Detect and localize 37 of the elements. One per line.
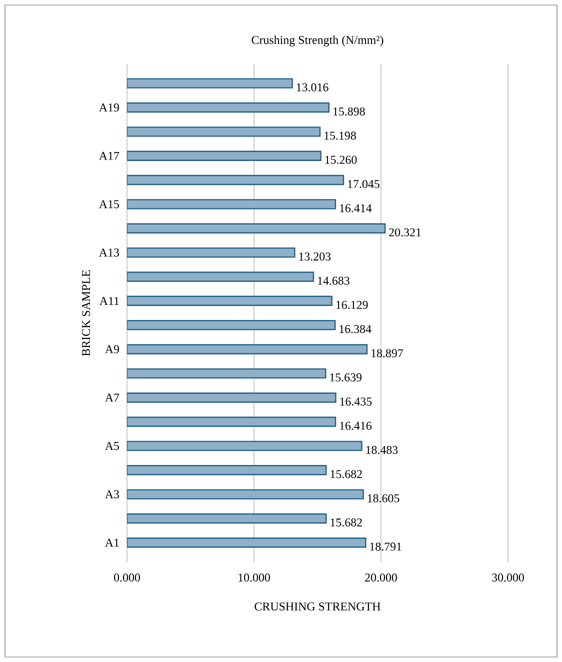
data-label: 14.683 [318, 276, 350, 285]
data-label: 16.416 [340, 422, 372, 430]
data-label: 13.016 [296, 83, 328, 92]
data-label: 16.414 [340, 204, 372, 212]
data-label: 13.203 [299, 252, 331, 261]
y-tick-label: A17 [99, 152, 120, 160]
data-label: 15.198 [324, 132, 356, 140]
y-tick-label: A15 [99, 200, 120, 208]
data-label: 15.682 [330, 470, 362, 478]
data-label: 15.260 [325, 156, 357, 164]
y-tick-label: A11 [99, 296, 119, 305]
x-axis-title: CRUSHING STRENGTH [254, 602, 380, 611]
x-tick-label: 10.000 [238, 574, 270, 582]
data-label: 15.898 [333, 107, 365, 116]
data-label: 18.791 [370, 542, 402, 551]
x-tick-label: 30.000 [492, 574, 524, 582]
y-tick-label: A5 [104, 442, 120, 450]
data-label: 15.639 [330, 373, 362, 382]
y-axis-title: BRICK SAMPLE [82, 270, 90, 356]
y-tick-label: A19 [99, 103, 119, 112]
data-label: 16.384 [340, 325, 372, 334]
x-tick-label: 0.000 [114, 574, 140, 582]
y-tick-label: A13 [99, 248, 120, 257]
y-tick-label: A9 [104, 345, 119, 354]
data-label: 17.045 [348, 180, 380, 188]
y-tick-label: A7 [104, 394, 120, 402]
data-label: 18.605 [368, 494, 400, 502]
data-label: 16.435 [340, 398, 372, 406]
data-label: 20.321 [389, 228, 421, 236]
data-label: 18.897 [372, 349, 404, 358]
y-tick-label: A3 [104, 490, 120, 498]
data-label: 18.483 [366, 446, 398, 454]
data-label: 15.682 [330, 518, 362, 527]
chart-title: Crushing Strength (N/mm²) [252, 36, 384, 46]
data-label: 16.129 [336, 300, 368, 309]
y-tick-label: A1 [104, 538, 119, 547]
x-tick-label: 20.000 [365, 574, 397, 582]
